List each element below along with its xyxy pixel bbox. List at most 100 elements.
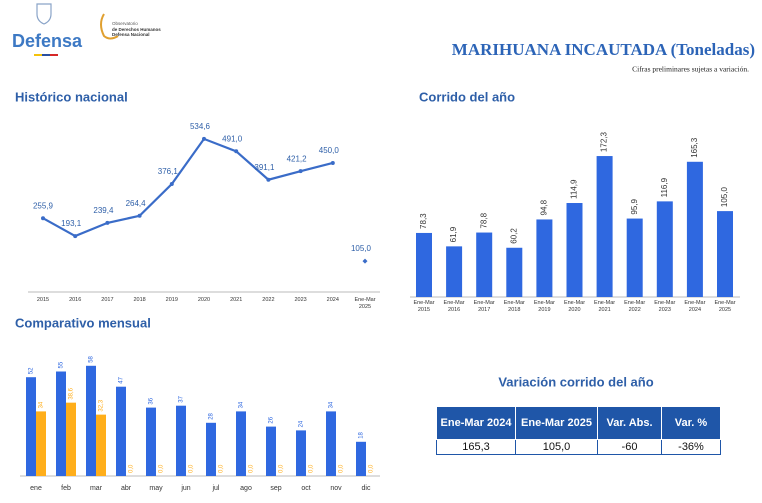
x-tick-label: Ene-Mar 2017 [473, 300, 495, 313]
data-label: 105,0 [720, 187, 729, 208]
x-tick-label: ago [240, 485, 252, 492]
data-label: 52 [29, 367, 35, 374]
column-header: Var. % [661, 406, 721, 440]
data-label: 491,0 [222, 134, 243, 143]
cell: -36% [661, 439, 721, 455]
data-label: 0,0 [369, 464, 375, 473]
header-row: Ene-Mar 2024 Ene-Mar 2025 Var. Abs. Var.… [436, 406, 721, 440]
chart-title: Histórico nacional [15, 89, 128, 104]
x-tick-label: 2021 [230, 297, 243, 303]
x-tick-label: 2024 [326, 297, 339, 303]
data-label: 0,0 [279, 464, 285, 473]
bar [96, 414, 106, 476]
x-tick-label: Ene-Mar 2015 [413, 300, 435, 313]
bar [656, 201, 673, 297]
bar [446, 246, 463, 297]
bar [506, 247, 523, 297]
data-label: 450,0 [319, 146, 340, 155]
data-label: 28 [209, 412, 215, 419]
observatory-text: Defensa Nacional [112, 32, 150, 37]
data-label: 58 [89, 355, 95, 362]
data-label: 376,1 [158, 167, 179, 176]
bar [36, 411, 46, 476]
data-point [234, 149, 239, 154]
data-row: 165,3 105,0 -60 -36% [436, 439, 721, 455]
summary-table: Ene-Mar 2024 Ene-Mar 2025 Var. Abs. Var.… [436, 406, 721, 455]
data-label: 255,9 [33, 201, 54, 210]
bar [86, 365, 96, 476]
bar [206, 422, 216, 476]
x-tick-label: jun [180, 485, 190, 492]
x-tick-label: 2017 [101, 297, 114, 303]
x-tick-label: 2023 [294, 297, 307, 303]
data-label: 60,2 [509, 228, 518, 244]
bar [566, 203, 583, 297]
data-label: 36 [149, 397, 155, 404]
bar [56, 371, 66, 476]
x-tick-label: Ene-Mar 2021 [594, 300, 616, 313]
x-tick-label: mar [90, 485, 103, 492]
data-label: 78,3 [419, 213, 428, 229]
data-label: 78,8 [479, 212, 488, 228]
data-label: 0,0 [189, 464, 195, 473]
data-label: 0,0 [339, 464, 345, 473]
data-point [137, 213, 142, 218]
data-label: 37 [179, 395, 185, 402]
column-header: Var. Abs. [597, 406, 662, 440]
cell: 105,0 [515, 439, 598, 455]
x-tick-label: 2018 [133, 297, 146, 303]
bar [717, 211, 733, 297]
x-tick-label: nov [330, 485, 342, 492]
bar [476, 232, 493, 297]
bar [686, 161, 703, 297]
observatory-text: Observatorio [112, 21, 138, 26]
data-label: 34 [39, 401, 45, 408]
data-label: 105,0 [351, 244, 372, 253]
x-tick-label: 2020 [197, 297, 211, 303]
x-tick-label: 2015 [36, 297, 50, 303]
data-label: 24 [299, 420, 305, 427]
x-tick-label: dic [362, 485, 371, 492]
data-label: 34 [329, 401, 335, 408]
x-tick-label: sep [270, 485, 281, 492]
data-label: 264,4 [126, 199, 147, 208]
flag-stripe [34, 54, 42, 56]
bar [296, 430, 306, 476]
shield-icon [36, 3, 52, 25]
column-header: Ene-Mar 2025 [515, 406, 598, 440]
x-tick-label: abr [121, 485, 132, 492]
data-point [169, 181, 174, 186]
bar [416, 232, 432, 297]
x-tick-label: Ene-Mar 2025 [354, 297, 376, 310]
x-tick-label: 2022 [262, 297, 275, 303]
bar [116, 386, 126, 476]
bar [236, 411, 246, 476]
column-header: Ene-Mar 2024 [436, 406, 516, 440]
flag-stripe [42, 54, 50, 56]
x-tick-label: Ene-Mar 2016 [443, 300, 465, 313]
bar [596, 156, 613, 297]
page-title: MARIHUANA INCAUTADA (Toneladas) [452, 40, 755, 59]
observatory-icon [100, 13, 119, 40]
bar [26, 377, 36, 476]
cell: 165,3 [436, 439, 516, 455]
x-tick-label: 2019 [165, 297, 178, 303]
x-tick-label: Ene-Mar 2025 [714, 300, 736, 313]
x-tick-label: Ene-Mar 2019 [533, 300, 555, 313]
data-label: 0,0 [219, 464, 225, 473]
data-label: 0,0 [159, 464, 165, 473]
data-label: 116,9 [660, 177, 669, 197]
data-label: 114,9 [570, 179, 579, 199]
data-label: 421,2 [287, 154, 308, 163]
data-point [105, 220, 110, 225]
bar [356, 441, 366, 476]
data-label: 95,9 [630, 198, 639, 214]
logo-text: Defensa [12, 31, 83, 51]
data-label: 0,0 [309, 464, 315, 473]
data-label: 47 [119, 376, 125, 383]
x-tick-label: Ene-Mar 2022 [624, 300, 646, 313]
data-point [73, 234, 78, 239]
data-point [362, 258, 368, 264]
